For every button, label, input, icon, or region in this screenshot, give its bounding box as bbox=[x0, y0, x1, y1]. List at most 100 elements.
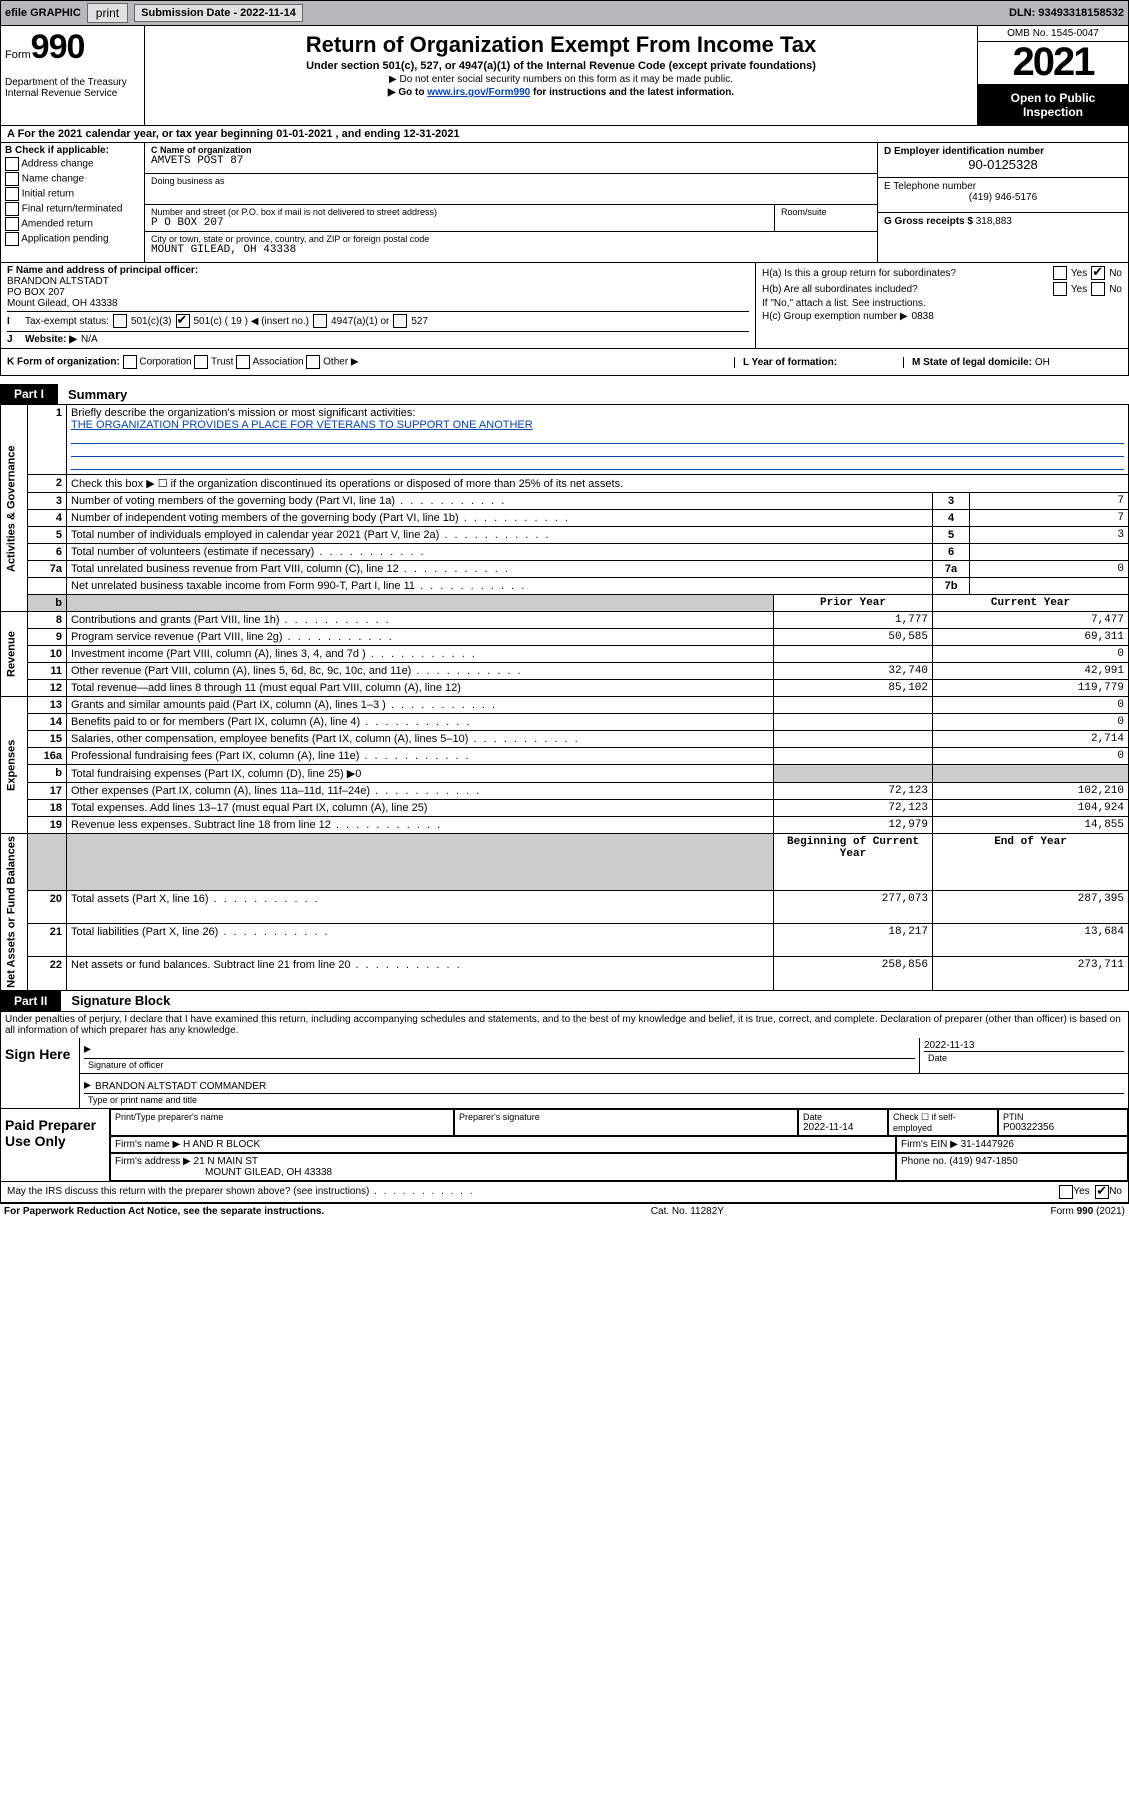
discuss-label: May the IRS discuss this return with the… bbox=[7, 1186, 1059, 1197]
part1-tab: Part I bbox=[0, 384, 58, 404]
table-row: Net unrelated business taxable income fr… bbox=[1, 578, 1129, 595]
dept-label: Department of the Treasury Internal Reve… bbox=[5, 77, 140, 99]
table-row: 9Program service revenue (Part VIII, lin… bbox=[1, 629, 1129, 646]
website-value: N/A bbox=[81, 334, 98, 345]
phone-value: (419) 946-5176 bbox=[884, 192, 1122, 203]
part2-tab: Part II bbox=[0, 991, 61, 1011]
dba-label: Doing business as bbox=[151, 176, 871, 186]
gross-receipts: 318,883 bbox=[976, 216, 1012, 227]
chk-4947[interactable] bbox=[313, 314, 327, 328]
discuss-yes[interactable] bbox=[1059, 1185, 1073, 1199]
hc-label: H(c) Group exemption number ▶ bbox=[762, 311, 908, 322]
col-de: D Employer identification number 90-0125… bbox=[877, 143, 1128, 262]
hdr-begin: Beginning of Current Year bbox=[774, 834, 933, 891]
header-center: Return of Organization Exempt From Incom… bbox=[145, 26, 977, 125]
firm-name: H AND R BLOCK bbox=[183, 1139, 260, 1150]
part1-header: Part I Summary bbox=[0, 384, 1129, 404]
hdr-curr: Current Year bbox=[933, 595, 1129, 612]
section-expenses: Expenses bbox=[1, 697, 28, 834]
table-row: 14Benefits paid to or for members (Part … bbox=[1, 714, 1129, 731]
hdr-end: End of Year bbox=[933, 834, 1129, 891]
chk-assoc[interactable] bbox=[236, 355, 250, 369]
header-right: OMB No. 1545-0047 2021 Open to Public In… bbox=[977, 26, 1128, 125]
ha-no[interactable] bbox=[1091, 266, 1105, 280]
prep-phone-label: Phone no. bbox=[901, 1156, 947, 1167]
hb-note: If "No," attach a list. See instructions… bbox=[762, 298, 926, 309]
table-row: 19Revenue less expenses. Subtract line 1… bbox=[1, 817, 1129, 834]
note-link: ▶ Go to www.irs.gov/Form990 for instruct… bbox=[153, 87, 969, 98]
chk-trust[interactable] bbox=[194, 355, 208, 369]
table-row: 4Number of independent voting members of… bbox=[1, 510, 1129, 527]
klm-row: K Form of organization: Corporation Trus… bbox=[0, 349, 1129, 376]
footer-right: Form 990 (2021) bbox=[1051, 1206, 1126, 1217]
summary-table: Activities & Governance 1 Briefly descri… bbox=[0, 404, 1129, 991]
website-label: Website: ▶ bbox=[25, 334, 77, 345]
chk-corp[interactable] bbox=[123, 355, 137, 369]
part2-title: Signature Block bbox=[61, 993, 170, 1008]
page-footer: For Paperwork Reduction Act Notice, see … bbox=[0, 1203, 1129, 1219]
ein-label: D Employer identification number bbox=[884, 146, 1122, 157]
table-row: 7aTotal unrelated business revenue from … bbox=[1, 561, 1129, 578]
efile-label: efile GRAPHIC bbox=[5, 7, 81, 19]
chk-501c[interactable] bbox=[176, 314, 190, 328]
chk-address-change[interactable]: Address change bbox=[5, 157, 140, 171]
table-row: 11Other revenue (Part VIII, column (A), … bbox=[1, 663, 1129, 680]
table-row: 22Net assets or fund balances. Subtract … bbox=[1, 957, 1129, 990]
firm-ein-label: Firm's EIN ▶ bbox=[901, 1139, 958, 1150]
hb-yes[interactable] bbox=[1053, 282, 1067, 296]
officer-addr2: Mount Gilead, OH 43338 bbox=[7, 298, 749, 309]
irs-link[interactable]: www.irs.gov/Form990 bbox=[427, 87, 530, 98]
chk-amended[interactable]: Amended return bbox=[5, 217, 140, 231]
section-revenue: Revenue bbox=[1, 612, 28, 697]
f-h-block: F Name and address of principal officer:… bbox=[0, 263, 1129, 349]
line2: Check this box ▶ ☐ if the organization d… bbox=[67, 475, 1129, 493]
discuss-no[interactable] bbox=[1095, 1185, 1109, 1199]
prep-date: 2022-11-14 bbox=[803, 1122, 883, 1133]
row-a-period: A For the 2021 calendar year, or tax yea… bbox=[0, 126, 1129, 143]
hb-no[interactable] bbox=[1091, 282, 1105, 296]
firm-name-label: Firm's name ▶ bbox=[115, 1139, 180, 1150]
street-address: P O BOX 207 bbox=[151, 217, 768, 229]
chk-501c3[interactable] bbox=[113, 314, 127, 328]
table-row: 5Total number of individuals employed in… bbox=[1, 527, 1129, 544]
name-label: C Name of organization bbox=[151, 145, 871, 155]
chk-527[interactable] bbox=[393, 314, 407, 328]
org-name: AMVETS POST 87 bbox=[151, 155, 871, 167]
sig-officer-label: Signature of officer bbox=[84, 1058, 915, 1071]
chk-initial-return[interactable]: Initial return bbox=[5, 187, 140, 201]
open-public-badge: Open to Public Inspection bbox=[978, 85, 1128, 125]
chk-app-pending[interactable]: Application pending bbox=[5, 232, 140, 246]
entity-block: B Check if applicable: Address change Na… bbox=[0, 143, 1129, 263]
ha-yes[interactable] bbox=[1053, 266, 1067, 280]
officer-print: BRANDON ALTSTADT COMMANDER bbox=[95, 1081, 266, 1092]
part2-header: Part II Signature Block bbox=[0, 991, 1129, 1011]
tax-year: 2021 bbox=[978, 42, 1128, 85]
prep-date-label: Date bbox=[803, 1112, 883, 1122]
mission-text: THE ORGANIZATION PROVIDES A PLACE FOR VE… bbox=[71, 419, 533, 431]
submission-date: Submission Date - 2022-11-14 bbox=[134, 4, 303, 22]
hdr-prior: Prior Year bbox=[774, 595, 933, 612]
footer-mid: Cat. No. 11282Y bbox=[651, 1206, 724, 1217]
phone-label: E Telephone number bbox=[884, 181, 1122, 192]
col-c: C Name of organization AMVETS POST 87 Do… bbox=[145, 143, 877, 262]
prep-sig-label: Preparer's signature bbox=[459, 1112, 793, 1122]
tax-exempt-label: Tax-exempt status: bbox=[25, 316, 109, 327]
table-row: 12Total revenue—add lines 8 through 11 (… bbox=[1, 680, 1129, 697]
ha-label: H(a) Is this a group return for subordin… bbox=[762, 268, 1049, 279]
form-word: Form bbox=[5, 49, 31, 61]
chk-name-change[interactable]: Name change bbox=[5, 172, 140, 186]
sign-here-label: Sign Here bbox=[1, 1038, 79, 1108]
table-row: 15Salaries, other compensation, employee… bbox=[1, 731, 1129, 748]
room-label: Room/suite bbox=[781, 207, 871, 217]
sig-date-label: Date bbox=[924, 1051, 1124, 1064]
officer-print-label: Type or print name and title bbox=[84, 1093, 1124, 1106]
col-b: B Check if applicable: Address change Na… bbox=[1, 143, 145, 262]
l-label: L Year of formation: bbox=[743, 357, 837, 368]
chk-other[interactable] bbox=[306, 355, 320, 369]
firm-addr-label: Firm's address ▶ bbox=[115, 1156, 191, 1167]
form-number-cell: Form990 Department of the Treasury Inter… bbox=[1, 26, 145, 125]
chk-final-return[interactable]: Final return/terminated bbox=[5, 202, 140, 216]
firm-addr1: 21 N MAIN ST bbox=[194, 1156, 258, 1167]
print-button[interactable]: print bbox=[87, 3, 128, 23]
f-label: F Name and address of principal officer: bbox=[7, 265, 749, 276]
